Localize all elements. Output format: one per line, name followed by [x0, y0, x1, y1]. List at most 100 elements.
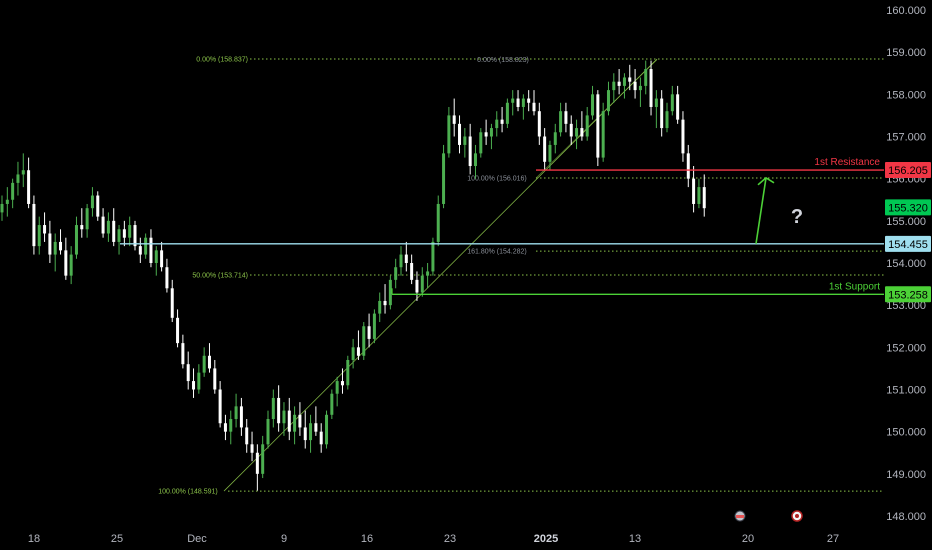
candle-body: [154, 250, 158, 263]
candle-body: [239, 406, 243, 428]
y-tick-label: 149.000: [886, 469, 926, 481]
candle-body: [106, 220, 110, 234]
candle-body: [633, 81, 637, 91]
level-support-label: 1st Support: [829, 281, 880, 292]
candle-body: [37, 225, 41, 247]
candle-body: [293, 414, 297, 432]
x-tick-label: Dec: [187, 533, 207, 545]
candle-body: [0, 203, 4, 213]
candle-body: [702, 187, 706, 209]
candle-body: [250, 444, 254, 453]
candle-body: [596, 94, 600, 158]
candle-body: [649, 69, 653, 107]
candle-body: [160, 250, 164, 268]
candle-body: [516, 98, 520, 107]
candle-body: [415, 279, 419, 293]
candle-body: [500, 119, 504, 124]
x-axis[interactable]: 18 25 Dec 9 16 23 2025 13 20 27: [28, 533, 839, 545]
annotations: ?: [734, 176, 803, 522]
candle-body: [410, 263, 414, 280]
candle-body: [314, 423, 318, 432]
candle-body: [548, 144, 552, 162]
fib-label: 0.00% (158.837): [196, 57, 248, 64]
candle-body: [192, 381, 196, 390]
candle-body: [218, 389, 222, 424]
candle-body: [463, 136, 467, 145]
candle-body: [11, 182, 15, 200]
x-tick-label: 27: [827, 533, 839, 545]
candle-body: [112, 220, 116, 242]
candle-body: [468, 136, 472, 167]
candle-body: [165, 267, 169, 289]
x-tick-label: 23: [444, 533, 456, 545]
candle-body: [383, 300, 387, 306]
candle-body: [495, 119, 499, 129]
candle-body: [628, 77, 632, 82]
candle-body: [399, 254, 403, 268]
candle-body: [149, 237, 153, 263]
y-tick-label: 157.000: [886, 132, 926, 144]
candle-body: [298, 414, 302, 428]
candle-body: [431, 241, 435, 272]
candle-body: [96, 195, 100, 217]
candle-body: [660, 98, 664, 129]
candle-body: [346, 359, 350, 386]
candle-body: [340, 381, 344, 386]
candle-body: [436, 203, 440, 242]
x-tick-label: 16: [361, 533, 373, 545]
candle-body: [426, 271, 430, 276]
candle-body: [362, 326, 366, 356]
candle-body: [484, 132, 488, 137]
candle-body: [27, 170, 31, 204]
candle-body: [591, 94, 595, 116]
candle-body: [697, 187, 701, 204]
candle-body: [330, 393, 334, 415]
candle-body: [213, 368, 217, 390]
candle-body: [644, 69, 648, 86]
candle-body: [277, 397, 281, 424]
candle-body: [356, 347, 360, 356]
candle-body: [559, 111, 563, 133]
candle-body: [681, 119, 685, 154]
candle-body: [266, 419, 270, 445]
y-tick-label: 152.000: [886, 342, 926, 354]
fib-label: 100.00% (156.016): [467, 175, 527, 182]
fib-label: 50.00% (153.714): [192, 273, 248, 280]
candle-body: [606, 90, 610, 112]
candle-body: [585, 115, 589, 137]
candle-body: [692, 178, 696, 204]
candle-body: [505, 102, 509, 124]
candle-body: [420, 275, 424, 293]
y-tick-label: 151.000: [886, 385, 926, 397]
candle-body: [553, 132, 557, 145]
candle-body: [271, 397, 275, 420]
candle-body: [537, 111, 541, 137]
price-tag-pivot-label: 154.455: [888, 239, 928, 251]
candle-body: [282, 410, 286, 424]
candle-body: [325, 414, 329, 445]
candle-body: [176, 317, 180, 344]
projection-arrow-head: [757, 176, 775, 186]
x-tick-label: 20: [742, 533, 754, 545]
candle-body: [144, 237, 148, 255]
candle-body: [202, 355, 206, 373]
candle-body: [527, 98, 531, 103]
candle-body: [543, 136, 547, 162]
candle-body: [378, 300, 382, 314]
candle-body: [489, 128, 493, 137]
y-tick-label: 160.000: [886, 5, 926, 17]
target-event-icon-dot: [795, 514, 799, 518]
y-axis[interactable]: 160.000159.000158.000157.000156.000155.0…: [886, 5, 926, 523]
projection-arrow: [755, 177, 767, 244]
candle-body: [85, 208, 89, 230]
candle-body: [16, 174, 20, 183]
candle-body: [303, 427, 307, 441]
x-tick-label: 18: [28, 533, 40, 545]
x-tick-label: 2025: [534, 533, 558, 545]
candle-body: [69, 254, 73, 276]
x-tick-label: 9: [281, 533, 287, 545]
candle-body: [133, 225, 137, 247]
flag-event-icon-stripe: [736, 515, 744, 518]
candle-body: [101, 216, 105, 234]
